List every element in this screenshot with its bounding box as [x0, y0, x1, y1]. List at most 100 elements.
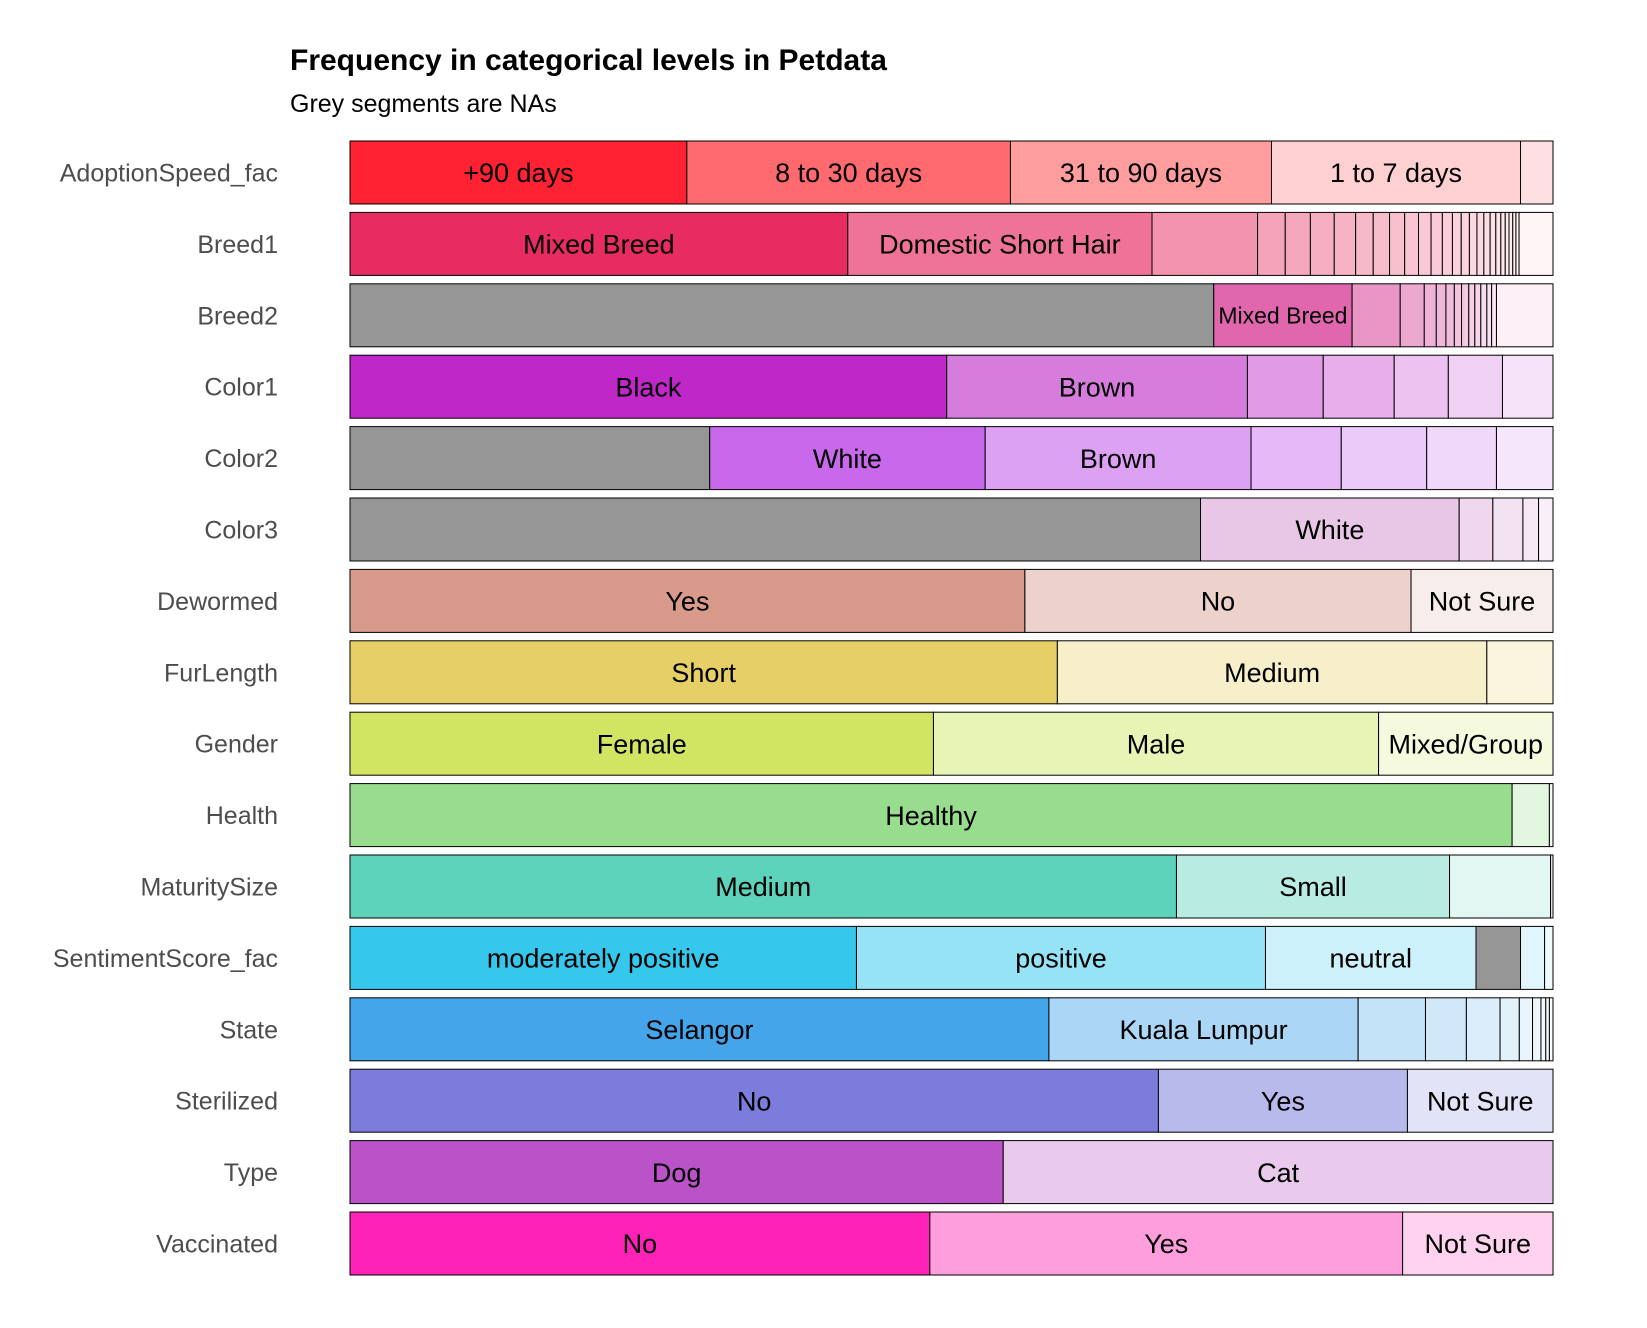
- bar-segment-maturitysize-2: [1449, 854, 1552, 919]
- bar-segment-breed1-7: [1355, 211, 1374, 276]
- bar-segment-breed1-13: [1441, 211, 1453, 276]
- bar-row-type: Type Dog Cat: [224, 1140, 1554, 1205]
- bar-segment-breed1-8: [1372, 211, 1391, 276]
- segment-label: Dog: [652, 1158, 702, 1188]
- segment-label: +90 days: [463, 158, 573, 188]
- bar-segment-color2-1: [709, 426, 986, 491]
- bar-segment-adoptionspeed-fac-4: [1520, 140, 1554, 205]
- chart-title: Frequency in categorical levels in Petda…: [290, 44, 887, 77]
- bar-segment-vaccinated-1: [929, 1211, 1404, 1276]
- bar-segment-type-1: [1002, 1140, 1554, 1205]
- segment-label: Yes: [1144, 1229, 1188, 1259]
- bar-segment-breed2-7: [1453, 283, 1463, 348]
- segment-label: Male: [1127, 729, 1186, 759]
- segment-label: Short: [671, 658, 736, 688]
- segment-label: Medium: [1224, 658, 1320, 688]
- bar-segment-color1-4: [1393, 354, 1449, 419]
- bar-segment-color2-0: [349, 426, 711, 491]
- bar-segment-adoptionspeed-fac-2: [1009, 140, 1272, 205]
- segment-label: Healthy: [885, 801, 977, 831]
- category-label: Color1: [204, 374, 278, 402]
- bar-row-breed2: Breed2 Mixed Breed: [197, 283, 1554, 348]
- bar-segment-color2-3: [1250, 426, 1342, 491]
- bar-segment-maturitysize-3: [1550, 854, 1554, 919]
- bar-segment-state-10: [1548, 997, 1554, 1062]
- bar-row-color1: Color1 Black Brown: [204, 354, 1554, 419]
- bar-segment-sentimentscore-fac-2: [1264, 925, 1477, 990]
- category-label: Color2: [204, 445, 278, 473]
- bar-segment-breed2-0: [349, 283, 1215, 348]
- bar-segment-color2-4: [1340, 426, 1428, 491]
- bar-row-maturitysize: MaturitySize Medium Small: [140, 854, 1554, 919]
- bar-segment-breed2-9: [1468, 283, 1476, 348]
- bar-segment-breed1-26: [1518, 211, 1554, 276]
- bar-row-sterilized: Sterilized No Yes Not Sure: [175, 1068, 1554, 1133]
- category-label: Dewormed: [157, 588, 278, 616]
- bar-row-sentimentscore-fac: SentimentScore_fac moderately positive pos…: [53, 925, 1554, 990]
- bar-segment-state-5: [1499, 997, 1520, 1062]
- bar-segment-breed2-11: [1480, 283, 1488, 348]
- bar-segment-breed1-12: [1430, 211, 1443, 276]
- segment-label: Female: [597, 729, 687, 759]
- bar-row-furlength: FurLength Short Medium: [164, 640, 1554, 705]
- bar-segment-color3-1: [1200, 497, 1460, 562]
- bar-segment-breed2-6: [1445, 283, 1455, 348]
- bar-segment-sterilized-0: [349, 1068, 1159, 1133]
- segment-label: moderately positive: [487, 944, 720, 974]
- bar-segment-color3-5: [1538, 497, 1554, 562]
- bar-segment-color2-5: [1426, 426, 1497, 491]
- bar-segment-health-1: [1511, 783, 1550, 848]
- category-label: State: [220, 1016, 278, 1044]
- bar-segment-breed2-4: [1423, 283, 1437, 348]
- bar-segment-gender-2: [1378, 711, 1554, 776]
- category-label: AdoptionSpeed_fac: [60, 160, 278, 188]
- bar-segment-breed2-12: [1486, 283, 1493, 348]
- bar-row-breed1: Breed1 Mixed Breed Domestic Short Hair: [197, 211, 1554, 276]
- segment-label: Not Sure: [1427, 1086, 1534, 1116]
- bar-segment-health-0: [349, 783, 1513, 848]
- segment-label: No: [737, 1086, 772, 1116]
- segment-label: Not Sure: [1425, 1229, 1532, 1259]
- bar-segment-breed2-13: [1491, 283, 1497, 348]
- segment-label: Kuala Lumpur: [1119, 1015, 1287, 1045]
- bar-segment-maturitysize-0: [349, 854, 1177, 919]
- segment-label: positive: [1015, 944, 1107, 974]
- bar-segment-breed1-0: [349, 211, 849, 276]
- bar-segment-breed1-14: [1451, 211, 1462, 276]
- segment-label: Selangor: [645, 1015, 753, 1045]
- segment-label: 8 to 30 days: [775, 158, 922, 188]
- bar-segment-breed1-15: [1460, 211, 1470, 276]
- bar-segment-dewormed-1: [1024, 568, 1412, 633]
- bar-segment-color1-3: [1322, 354, 1395, 419]
- category-label: SentimentScore_fac: [53, 945, 278, 973]
- segment-label: Small: [1279, 872, 1347, 902]
- segment-label: Mixed Breed: [523, 230, 675, 260]
- bar-segment-sentimentscore-fac-1: [855, 925, 1266, 990]
- bar-segment-breed1-22: [1504, 211, 1510, 276]
- chart-subtitle: Grey segments are NAs: [290, 90, 557, 118]
- bar-segment-color1-1: [946, 354, 1248, 419]
- segment-label: Mixed/Group: [1388, 729, 1543, 759]
- bar-row-gender: Gender Female Male Mixed/Group: [195, 711, 1554, 776]
- segment-label: Medium: [715, 872, 811, 902]
- bar-row-vaccinated: Vaccinated No Yes Not Sure: [156, 1211, 1554, 1276]
- bar-segment-furlength-1: [1056, 640, 1488, 705]
- bar-segment-maturitysize-1: [1175, 854, 1451, 919]
- bar-segment-breed2-3: [1399, 283, 1425, 348]
- bar-segment-breed1-2: [1151, 211, 1259, 276]
- bar-segment-color1-2: [1246, 354, 1324, 419]
- bar-segment-color1-5: [1447, 354, 1503, 419]
- category-label: Gender: [195, 731, 278, 759]
- bar-segment-color2-6: [1495, 426, 1554, 491]
- bar-segment-adoptionspeed-fac-3: [1271, 140, 1522, 205]
- bar-segment-breed2-5: [1435, 283, 1447, 348]
- bar-segment-breed1-20: [1495, 211, 1502, 276]
- category-label: Breed1: [197, 231, 278, 259]
- bar-segment-sentimentscore-fac-0: [349, 925, 857, 990]
- segment-label: Brown: [1059, 372, 1136, 402]
- segment-label: Yes: [1261, 1086, 1305, 1116]
- bar-segment-adoptionspeed-fac-0: [349, 140, 688, 205]
- bar-segment-state-7: [1532, 997, 1542, 1062]
- category-label: Sterilized: [175, 1088, 278, 1116]
